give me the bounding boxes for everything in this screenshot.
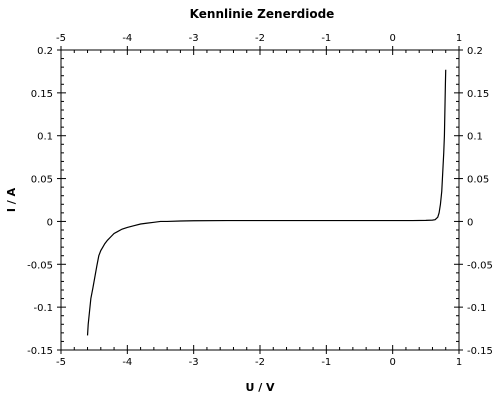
- x-tick-label-bottom: -4: [122, 357, 132, 368]
- y-tick-label-left: 0.1: [37, 132, 53, 143]
- tick-labels: -5 -5 -4 -4 -3 -3 -2 -2 -1 -1 0 0 1 1 -0.15 -0.15 -0.1 -0…: [27, 33, 493, 368]
- y-tick-label-left: 0.05: [31, 175, 53, 186]
- x-axis-label: U / V: [245, 381, 275, 394]
- tick-marks: [57, 46, 463, 354]
- x-tick-label-bottom: -3: [189, 357, 199, 368]
- y-tick-label-left: -0.05: [27, 260, 53, 271]
- y-tick-label-right: 0.1: [467, 132, 483, 143]
- series-line-iu-curve: [86, 69, 447, 336]
- y-axis-label: I / A: [5, 187, 18, 212]
- y-tick-label-left: 0: [47, 217, 53, 228]
- y-tick-label-left: -0.1: [33, 303, 53, 314]
- x-tick-label-top: 1: [456, 33, 462, 44]
- y-tick-label-left: -0.15: [27, 346, 53, 357]
- y-tick-label-right: -0.05: [467, 260, 493, 271]
- x-tick-label-bottom: -2: [255, 357, 265, 368]
- chart-title: Kennlinie Zenerdiode: [190, 7, 335, 21]
- y-tick-label-right: 0.2: [467, 46, 483, 57]
- y-tick-label-left: 0.2: [37, 46, 53, 57]
- y-tick-label-right: -0.15: [467, 346, 493, 357]
- x-tick-label-bottom: -1: [321, 357, 331, 368]
- x-tick-label-bottom: -5: [56, 357, 66, 368]
- y-tick-label-left: 0.15: [31, 89, 53, 100]
- x-tick-label-bottom: 1: [456, 357, 462, 368]
- x-tick-label-top: 0: [389, 33, 395, 44]
- x-tick-label-top: -3: [189, 33, 199, 44]
- plot-area-frame: [60, 49, 460, 351]
- x-tick-label-top: -4: [122, 33, 132, 44]
- x-tick-label-top: -2: [255, 33, 265, 44]
- x-tick-label-top: -5: [56, 33, 66, 44]
- y-tick-label-right: 0: [467, 217, 473, 228]
- y-tick-label-right: -0.1: [467, 303, 487, 314]
- x-tick-label-bottom: 0: [389, 357, 395, 368]
- y-tick-label-right: 0.05: [467, 175, 489, 186]
- y-tick-label-right: 0.15: [467, 89, 489, 100]
- x-tick-label-top: -1: [321, 33, 331, 44]
